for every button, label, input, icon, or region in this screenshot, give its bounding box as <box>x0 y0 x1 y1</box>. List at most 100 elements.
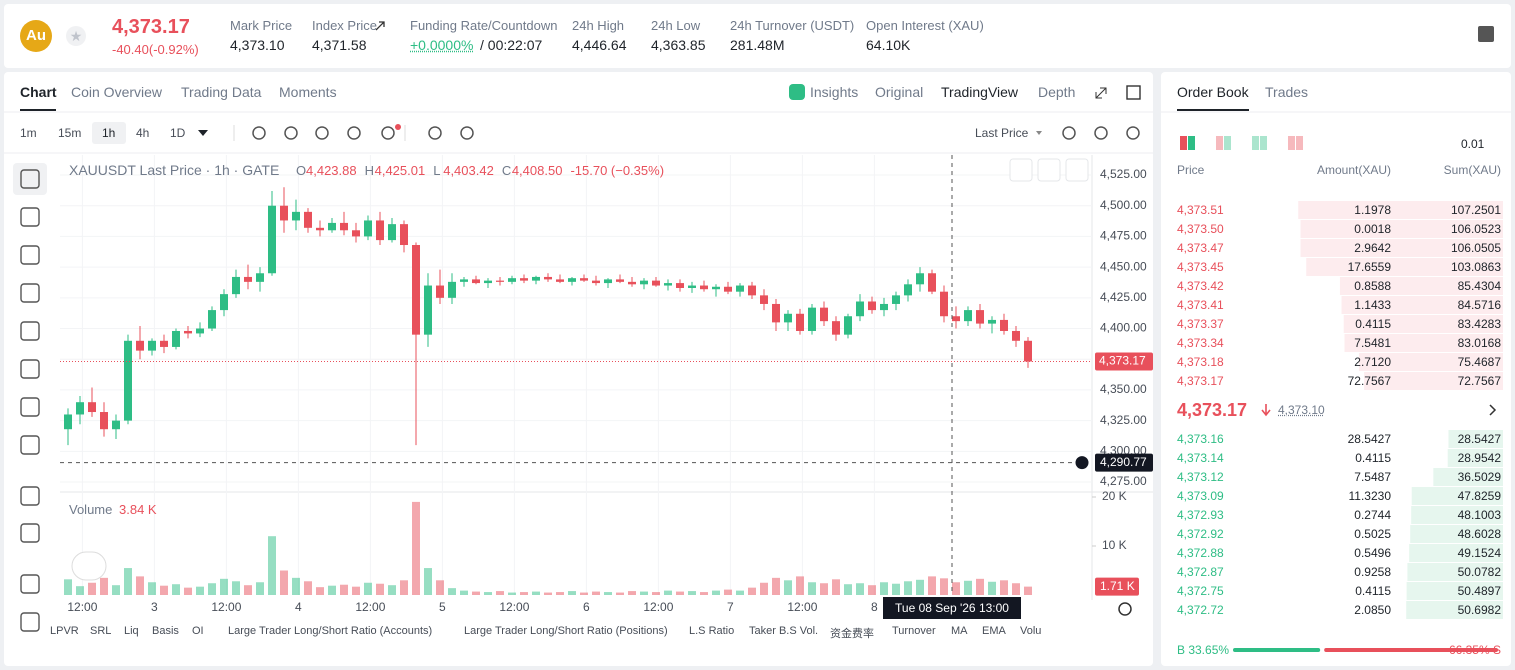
ob-sum: 83.0168 <box>1457 336 1501 350</box>
indicator[interactable]: MA <box>951 625 968 637</box>
chart-title: XAUUSDT Last Price · 1h · GATE <box>69 162 280 178</box>
ob-price: 4,373.09 <box>1177 489 1224 503</box>
indicator[interactable]: LPVR <box>50 625 79 637</box>
volume-bar <box>436 580 444 595</box>
ob-sum: 48.1003 <box>1457 508 1501 522</box>
price-source[interactable]: Last Price <box>975 126 1029 140</box>
tab[interactable]: Chart <box>20 84 57 100</box>
volume-bar <box>676 591 684 595</box>
volume-bar <box>484 592 492 595</box>
ob-tab[interactable]: Order Book <box>1177 84 1249 100</box>
candle-body <box>100 412 108 430</box>
ob-tab[interactable]: Trades <box>1265 84 1309 100</box>
ob-price: 4,373.12 <box>1177 470 1224 484</box>
volume-bar <box>784 580 792 595</box>
ob-sum: 84.5716 <box>1457 298 1501 312</box>
indicator[interactable]: SRL <box>90 625 112 637</box>
indicator[interactable]: Taker B.S Vol. <box>749 625 819 637</box>
stat-value: 4,446.64 <box>572 37 627 53</box>
volume-bar <box>892 583 900 595</box>
volume-bar <box>376 583 384 595</box>
x-tick-label: 4 <box>295 600 302 614</box>
candle-body <box>652 280 660 286</box>
ohlc-key: L <box>433 163 441 178</box>
y-tick-label: 4,450.00 <box>1100 259 1147 273</box>
volume-bar <box>880 582 888 595</box>
volume-bar <box>424 568 432 595</box>
view-tab[interactable]: Original <box>875 84 924 100</box>
tab[interactable]: Trading Data <box>181 84 262 100</box>
interval[interactable]: 1D <box>170 126 186 140</box>
x-tick-label: 7 <box>727 600 734 614</box>
indicator[interactable]: Large Trader Long/Short Ratio (Accounts) <box>228 625 433 637</box>
ob-price: 4,372.72 <box>1177 603 1224 617</box>
indicator[interactable]: Turnover <box>892 625 936 637</box>
volume-bar <box>688 591 696 595</box>
candle-body <box>436 285 444 298</box>
ob-price: 4,372.87 <box>1177 565 1224 579</box>
candle-body <box>184 330 192 334</box>
candle-body <box>220 294 228 311</box>
candle-body <box>712 286 720 290</box>
ob-amount: 0.5025 <box>1354 527 1391 541</box>
down-arrow <box>1261 404 1271 417</box>
ob-sum: 49.1524 <box>1457 546 1501 560</box>
interval[interactable]: 1m <box>20 126 37 140</box>
interval[interactable]: 4h <box>136 126 150 140</box>
ob-amount: 0.0018 <box>1354 222 1391 236</box>
indicator[interactable]: Large Trader Long/Short Ratio (Positions… <box>464 625 668 637</box>
stat-label: Index Price <box>312 18 378 33</box>
ob-price: 4,372.93 <box>1177 508 1224 522</box>
interval[interactable]: 1h <box>102 126 116 140</box>
depth-bar <box>1409 544 1503 562</box>
indicator[interactable]: OI <box>192 625 204 637</box>
volume-bar <box>928 576 936 595</box>
ob-precision[interactable]: 0.01 <box>1461 137 1485 151</box>
ob-price: 4,372.92 <box>1177 527 1224 541</box>
favorite-star[interactable]: ★ <box>66 26 86 46</box>
depth-bar <box>1433 468 1503 486</box>
indicator[interactable]: L.S Ratio <box>689 625 735 637</box>
candle-body <box>412 245 420 335</box>
view-tab[interactable]: Insights <box>810 84 859 100</box>
notebook-icon[interactable] <box>1478 26 1494 42</box>
volume-bar <box>604 592 612 595</box>
indicator[interactable]: 资金费率 <box>830 628 874 640</box>
x-tick-label: 12:00 <box>355 600 385 614</box>
candle-body <box>592 280 600 284</box>
candle-body <box>208 310 216 329</box>
volume-bar <box>172 584 180 595</box>
candle-body <box>796 313 804 331</box>
volume-bar <box>616 592 624 595</box>
depth-bar <box>1341 296 1503 314</box>
indicator[interactable]: Basis <box>152 625 179 637</box>
interval-active <box>92 122 126 144</box>
view-tab[interactable]: Depth <box>1038 84 1076 100</box>
candle-body <box>988 319 996 324</box>
source-caret <box>1036 131 1042 135</box>
indicator[interactable]: Liq <box>124 625 139 637</box>
volume-bar <box>412 501 420 595</box>
volume-bar <box>76 586 84 595</box>
ob-mid-mark: 4,373.10 <box>1278 403 1325 417</box>
volume-bar <box>712 590 720 595</box>
volume-bar <box>208 583 216 595</box>
volume-bar <box>268 536 276 595</box>
view-tab[interactable]: TradingView <box>941 84 1019 100</box>
ob-price: 4,373.34 <box>1177 336 1224 350</box>
crosshair-time-bg <box>883 597 1021 619</box>
indicator[interactable]: EMA <box>982 625 1006 637</box>
y-tick-label: 4,425.00 <box>1100 290 1147 304</box>
interval[interactable]: 15m <box>58 126 82 140</box>
candle-body <box>460 279 468 282</box>
ohlc-key: O <box>296 163 307 178</box>
indicator[interactable]: Volu <box>1020 625 1042 637</box>
ob-sum: 83.4283 <box>1457 317 1501 331</box>
candle-body <box>64 414 72 430</box>
tab[interactable]: Coin Overview <box>71 84 163 100</box>
last-price-tag: 4,373.17 <box>1099 354 1146 368</box>
y-tick-label: 4,525.00 <box>1100 167 1147 181</box>
stat-extra: / 00:22:07 <box>480 37 543 53</box>
tab[interactable]: Moments <box>279 84 337 100</box>
